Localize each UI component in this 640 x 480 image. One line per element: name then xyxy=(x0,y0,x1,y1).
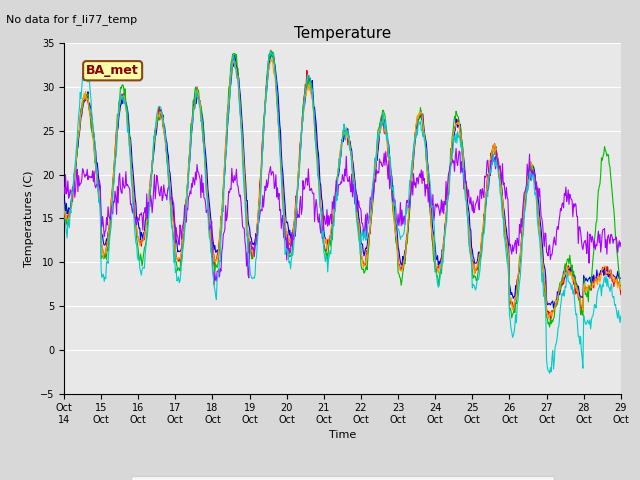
X-axis label: Time: Time xyxy=(329,431,356,441)
Legend: AirT, PanelT, AM25T_PRT, li75_t, Tsonic, NR01_PRT: AirT, PanelT, AM25T_PRT, li75_t, Tsonic,… xyxy=(131,476,554,480)
Y-axis label: Temperatures (C): Temperatures (C) xyxy=(24,170,35,267)
Text: No data for f_li77_temp: No data for f_li77_temp xyxy=(6,14,138,25)
Text: BA_met: BA_met xyxy=(86,64,139,77)
Title: Temperature: Temperature xyxy=(294,25,391,41)
